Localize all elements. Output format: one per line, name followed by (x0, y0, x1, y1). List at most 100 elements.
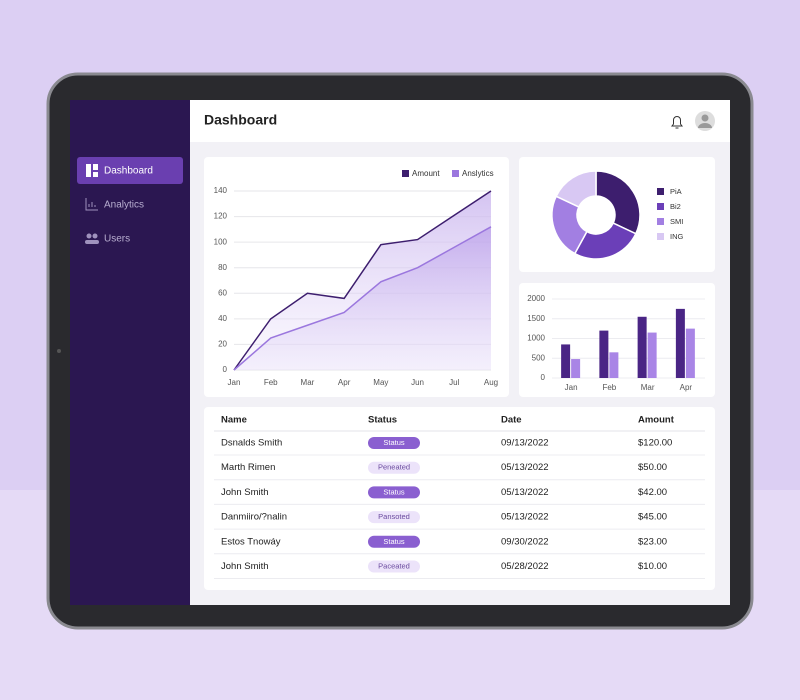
cell: 05/13/2022 (501, 462, 549, 473)
y-tick-label: 120 (214, 212, 228, 221)
users-icon (85, 233, 99, 244)
page-title: Dashboard (204, 112, 277, 128)
y-tick-label: 2000 (527, 294, 545, 303)
analytics-icon (85, 198, 98, 211)
nav-item[interactable]: Analytics (104, 200, 144, 211)
x-tick-label: Mar (641, 383, 655, 392)
dashboard-icon (86, 164, 98, 177)
cell: 05/13/2022 (501, 487, 549, 498)
pie-slice (573, 222, 637, 260)
y-tick-label: 0 (541, 373, 546, 382)
y-tick-label: 1000 (527, 334, 545, 343)
legend-swatch (402, 170, 409, 177)
x-tick-label: Jan (565, 383, 578, 392)
bar (685, 328, 695, 378)
y-tick-label: 0 (223, 365, 228, 374)
cell: $10.00 (638, 561, 667, 572)
camera (57, 349, 61, 353)
legend-swatch (452, 170, 459, 177)
status-pill (368, 535, 420, 548)
topbar (190, 100, 730, 142)
legend-swatch (657, 218, 664, 225)
status-pill (368, 461, 420, 474)
legend-label: SMI (670, 217, 683, 226)
column-header: Status (368, 415, 397, 426)
cell: 09/13/2022 (501, 438, 549, 449)
y-tick-label: 500 (532, 353, 546, 362)
x-tick-label: Jan (228, 378, 241, 387)
status-pill (368, 511, 420, 524)
x-tick-label: Feb (602, 383, 616, 392)
x-tick-label: Apr (338, 378, 351, 387)
x-tick-label: Jun (411, 378, 424, 387)
legend-swatch (657, 233, 664, 240)
status-label: Pansoted (378, 512, 410, 521)
y-tick-label: 100 (214, 237, 228, 246)
status-label: Status (383, 487, 405, 496)
pie-slice (555, 170, 597, 208)
y-tick-label: 60 (218, 288, 227, 297)
bar (647, 332, 657, 378)
cell: $45.00 (638, 512, 667, 523)
y-tick-label: 20 (218, 340, 227, 349)
cell: 05/28/2022 (501, 561, 549, 572)
pie-slice (595, 170, 641, 235)
status-label: Peneated (378, 463, 410, 472)
sidebar-active[interactable] (77, 157, 183, 184)
y-tick-label: 40 (218, 314, 227, 323)
legend-label: ING (670, 232, 684, 241)
bell-icon[interactable] (671, 116, 683, 129)
legend-label: Anslytics (462, 169, 494, 178)
nav-item[interactable]: Users (104, 234, 130, 245)
cell: 05/13/2022 (501, 512, 549, 523)
cell: Marth Rimen (221, 462, 275, 473)
bar (675, 308, 685, 378)
column-header: Name (221, 415, 247, 426)
cell: $42.00 (638, 487, 667, 498)
x-tick-label: Mar (301, 378, 315, 387)
cell: Danmiiro/?nalin (221, 512, 287, 523)
status-pill (368, 486, 420, 499)
avatar-head (701, 114, 709, 122)
legend-swatch (657, 188, 664, 195)
column-header: Amount (638, 415, 675, 426)
x-tick-label: Aug (484, 378, 498, 387)
bar (609, 352, 619, 378)
x-tick-label: Apr (680, 383, 693, 392)
y-tick-label: 80 (218, 263, 227, 272)
column-header: Date (501, 415, 522, 426)
cell: Estos Tnowáy (221, 536, 281, 547)
x-tick-label: Jul (449, 378, 459, 387)
bar (561, 344, 571, 378)
pie-slice (551, 195, 588, 255)
y-tick-label: 140 (214, 186, 228, 195)
status-label: Status (383, 537, 405, 546)
nav-item[interactable]: Dashboard (104, 166, 153, 177)
cell: John Smith (221, 561, 269, 572)
bar (637, 316, 647, 378)
line (233, 226, 492, 371)
legend-label: PiA (670, 187, 682, 196)
cell: $23.00 (638, 536, 667, 547)
line (233, 190, 492, 371)
legend-label: Bi2 (670, 202, 681, 211)
avatar-body (698, 123, 712, 128)
legend-label: Amount (412, 169, 440, 178)
cell: $50.00 (638, 462, 667, 473)
card (204, 407, 715, 590)
bar (599, 330, 609, 378)
status-pill (368, 437, 420, 449)
cell: 09/30/2022 (501, 536, 549, 547)
legend-swatch (657, 203, 664, 210)
bar (571, 359, 581, 378)
cell: $120.00 (638, 438, 672, 449)
area (234, 226, 491, 370)
status-label: Paceated (378, 561, 410, 570)
status-pill (368, 560, 420, 573)
x-tick-label: Feb (264, 378, 278, 387)
cell: Dsnalds Smith (221, 438, 282, 449)
x-tick-label: May (373, 378, 388, 387)
status-label: Status (383, 438, 405, 447)
card (519, 283, 715, 397)
